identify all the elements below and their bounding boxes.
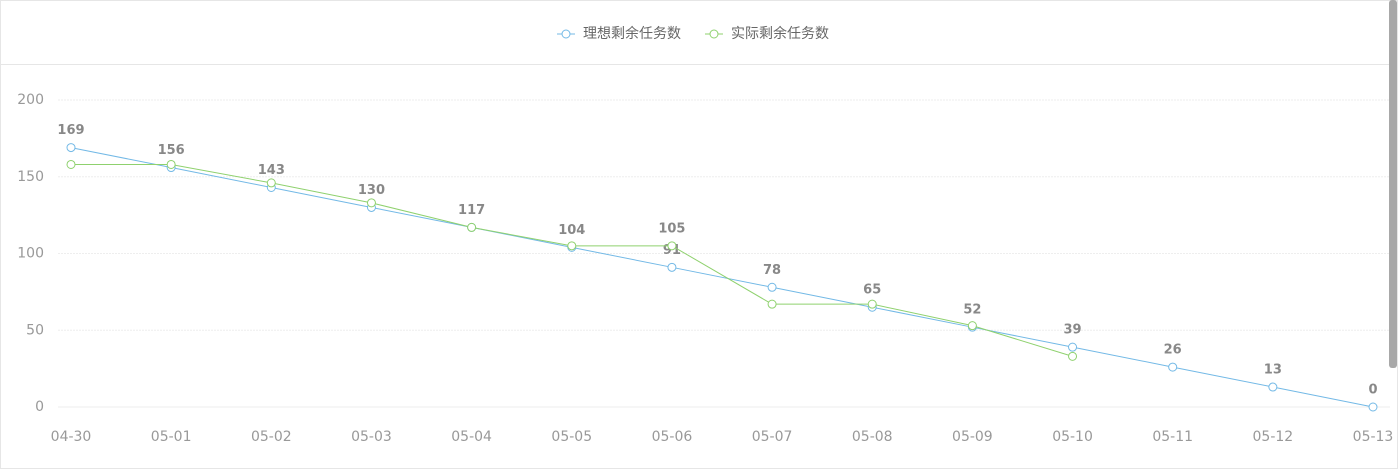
point	[1268, 382, 1278, 392]
point	[366, 198, 376, 208]
x-tick-label: 04-30	[51, 429, 92, 445]
data-label: 78	[763, 263, 781, 278]
x-tick-label: 05-06	[652, 429, 693, 445]
legend-label: 理想剩余任务数	[583, 25, 681, 42]
x-tick-label: 05-05	[551, 429, 592, 445]
x-tick-label: 05-11	[1152, 429, 1193, 445]
x-tick-label: 05-10	[1052, 429, 1093, 445]
point	[467, 222, 477, 232]
x-tick-label: 05-08	[852, 429, 893, 445]
legend-marker	[561, 29, 571, 39]
point	[767, 299, 777, 309]
y-tick-label: 100	[17, 246, 44, 262]
point	[1168, 362, 1178, 372]
data-label: 65	[863, 283, 881, 298]
point	[266, 178, 276, 188]
x-tick-label: 05-12	[1253, 429, 1294, 445]
scrollbar[interactable]	[1389, 0, 1397, 368]
y-tick-label: 50	[26, 322, 44, 338]
x-tick-label: 05-02	[251, 429, 292, 445]
data-label: 26	[1164, 343, 1182, 358]
point	[767, 282, 777, 292]
data-label: 117	[458, 203, 485, 218]
x-tick-label: 05-13	[1353, 429, 1394, 445]
point	[1368, 402, 1378, 412]
data-label: 52	[963, 303, 981, 318]
data-label: 0	[1368, 383, 1377, 398]
y-tick-label: 200	[17, 92, 44, 108]
x-tick-label: 05-09	[952, 429, 993, 445]
data-label: 104	[558, 223, 585, 238]
legend-label: 实际剩余任务数	[731, 25, 829, 42]
point	[567, 241, 577, 251]
point	[166, 159, 176, 169]
point	[867, 299, 877, 309]
point	[1068, 342, 1078, 352]
legend-marker	[709, 29, 719, 39]
data-label: 130	[358, 183, 385, 198]
data-label: 169	[57, 123, 84, 138]
x-tick-label: 05-01	[151, 429, 192, 445]
point	[967, 321, 977, 331]
x-tick-label: 05-04	[451, 429, 492, 445]
series-line	[70, 147, 1374, 408]
x-tick-label: 05-07	[752, 429, 793, 445]
data-label: 13	[1264, 363, 1282, 378]
point	[66, 143, 76, 153]
data-label: 105	[658, 221, 685, 236]
point	[667, 262, 677, 272]
data-label: 39	[1063, 323, 1081, 338]
data-label: 156	[158, 143, 185, 158]
y-tick-label: 0	[35, 399, 44, 415]
point	[667, 241, 677, 251]
data-label: 143	[258, 163, 285, 178]
series-line	[71, 163, 1073, 357]
x-tick-label: 05-03	[351, 429, 392, 445]
point	[1068, 351, 1078, 361]
point	[66, 159, 76, 169]
legend: 理想剩余任务数 实际剩余任务数	[557, 25, 829, 42]
y-tick-label: 150	[17, 169, 44, 185]
